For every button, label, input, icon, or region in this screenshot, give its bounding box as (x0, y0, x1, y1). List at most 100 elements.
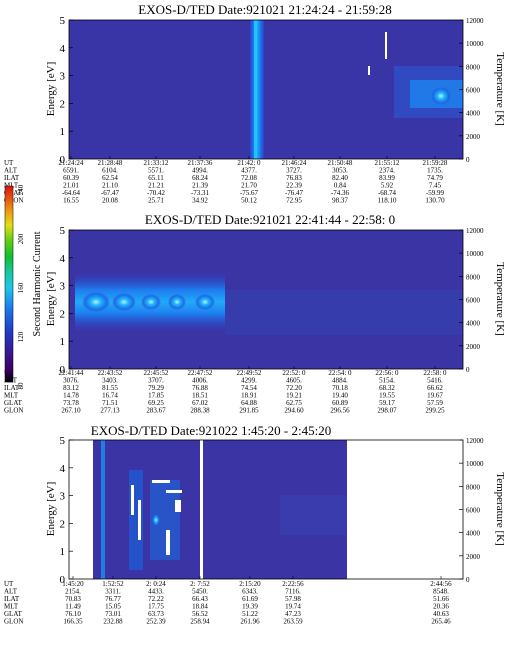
energy-tick-label: 5 (60, 15, 66, 27)
temperature-tick-label: 4000 (466, 110, 481, 118)
table-cell: 68.32 (379, 384, 395, 392)
table-cell: 76.83 (286, 174, 302, 182)
table-cell: 2: 7:52 (190, 580, 210, 588)
table-cell: 0.84 (334, 182, 347, 190)
panel-1-ylabel: Energy [eV] (45, 62, 57, 116)
temperature-tick-label: 10000 (466, 250, 484, 258)
table-cell: -67.47 (101, 189, 120, 197)
table-cell: 3403. (102, 377, 118, 385)
table-cell: 16.55 (63, 197, 79, 205)
energy-tick-label: 4 (60, 43, 66, 55)
table-cell: 21.39 (192, 182, 208, 190)
panel-2-left-axis: 0 1 2 3 4 5 (60, 225, 73, 376)
table-cell: 19.67 (427, 392, 443, 400)
table-cell: 22:52: 0 (282, 369, 306, 377)
table-cell: 4299. (241, 377, 257, 385)
temperature-tick-label: 12000 (466, 17, 484, 25)
table-cell: 76.77 (105, 595, 121, 603)
panel-3-ylabel-right: Temperature [K] (494, 472, 505, 545)
table-cell: 62.54 (102, 174, 118, 182)
table-cell: 61.69 (242, 595, 258, 603)
colorbar-ticks: 80 120 160 200 240 (17, 184, 25, 389)
panel-1-title: EXOS-D/TED Date:921021 21:24:24 - 21:59:… (138, 2, 391, 17)
table-cell: 8548. (433, 588, 449, 596)
colorbar-scale (4, 185, 14, 383)
table-cell: 40.63 (433, 610, 449, 618)
table-row-label: GLAT (4, 189, 23, 197)
table-cell: 14.78 (63, 392, 79, 400)
temperature-tick-label: 12000 (466, 437, 484, 445)
table-cell: 69.25 (148, 399, 164, 407)
table-cell: 64.88 (241, 399, 257, 407)
table-cell: 265.46 (431, 618, 451, 626)
table-cell: 21.70 (241, 182, 257, 190)
table-cell: 22.39 (286, 182, 302, 190)
temperature-tick-label: 8000 (466, 483, 481, 491)
table-cell: 4377. (241, 167, 257, 175)
table-cell: 20.36 (433, 603, 449, 611)
table-cell: 47.23 (285, 610, 301, 618)
table-cell: 15.05 (105, 603, 121, 611)
table-cell: 2374. (379, 167, 395, 175)
colorbar-tick-label: 120 (17, 331, 25, 342)
table-cell: 6104. (102, 167, 118, 175)
panel-1-left-axis: 0 1 2 3 4 5 (60, 15, 73, 166)
table-cell: 19.40 (332, 392, 348, 400)
table-cell: -75.67 (240, 189, 259, 197)
panel-2-orbit-table: UTALTILATMLTGLATGLON22:41:443076.83.1214… (4, 366, 447, 415)
table-cell: 22:45:52 (144, 369, 169, 377)
table-cell: 63.73 (148, 610, 164, 618)
panel-3-gap-6 (175, 500, 181, 512)
table-row-label: ILAT (4, 595, 20, 603)
colorbar-label: Second Harmonic Current (32, 231, 43, 336)
energy-tick-label: 2 (60, 98, 66, 110)
colorbar-tick-label: 80 (17, 382, 25, 390)
temperature-tick-label: 0 (466, 576, 470, 584)
table-cell: -70.42 (147, 189, 166, 197)
temperature-tick-label: 4000 (466, 530, 481, 538)
table-cell: 70.83 (65, 595, 81, 603)
energy-tick-label: 0 (60, 364, 66, 376)
table-cell: 3707. (148, 377, 164, 385)
table-cell: 83.12 (63, 384, 79, 392)
table-cell: 261.96 (240, 618, 260, 626)
table-cell: 25.71 (148, 197, 164, 205)
table-cell: 6343. (242, 588, 258, 596)
table-cell: 73.78 (63, 399, 79, 407)
energy-tick-label: 4 (60, 253, 66, 265)
table-cell: 232.88 (103, 618, 123, 626)
table-cell: 19.74 (285, 603, 301, 611)
table-cell: 7116. (285, 588, 301, 596)
panel-2-ylabel: Energy [eV] (45, 272, 57, 326)
table-cell: 21:24:24 (59, 159, 84, 167)
table-cell: 34.92 (192, 197, 208, 205)
table-cell: 18.51 (192, 392, 208, 400)
table-cell: 5.92 (381, 182, 394, 190)
table-cell: -64.64 (62, 189, 81, 197)
table-cell: 70.18 (332, 384, 348, 392)
temperature-tick-label: 2000 (466, 343, 481, 351)
energy-tick-label: 2 (60, 308, 66, 320)
table-cell: 4433. (148, 588, 164, 596)
panel-2-ylabel-right: Temperature [K] (494, 262, 505, 335)
panel-2-right-axis: 0 2000 4000 6000 8000 10000 12000 (459, 227, 484, 374)
table-cell: 51.66 (433, 595, 449, 603)
table-cell: 1:45:20 (62, 580, 84, 588)
table-cell: 22:43:52 (98, 369, 123, 377)
table-cell: 66.62 (427, 384, 443, 392)
table-cell: 72.20 (286, 384, 302, 392)
table-cell: 82.40 (332, 174, 348, 182)
temperature-tick-label: 6000 (466, 297, 481, 305)
energy-tick-label: 5 (60, 225, 66, 237)
table-cell: 130.70 (425, 197, 445, 205)
panel-3-faint-patch (280, 495, 347, 535)
table-row-label: GLAT (4, 610, 23, 618)
energy-tick-label: 1 (60, 546, 66, 558)
table-cell: 3311. (105, 588, 121, 596)
table-cell: 21:28:48 (98, 159, 123, 167)
table-cell: 22:54: 0 (328, 369, 352, 377)
table-cell: 3727. (286, 167, 302, 175)
table-row-label: GLON (4, 618, 23, 626)
table-cell: 22:56: 0 (375, 369, 399, 377)
table-cell: 51.22 (242, 610, 258, 618)
